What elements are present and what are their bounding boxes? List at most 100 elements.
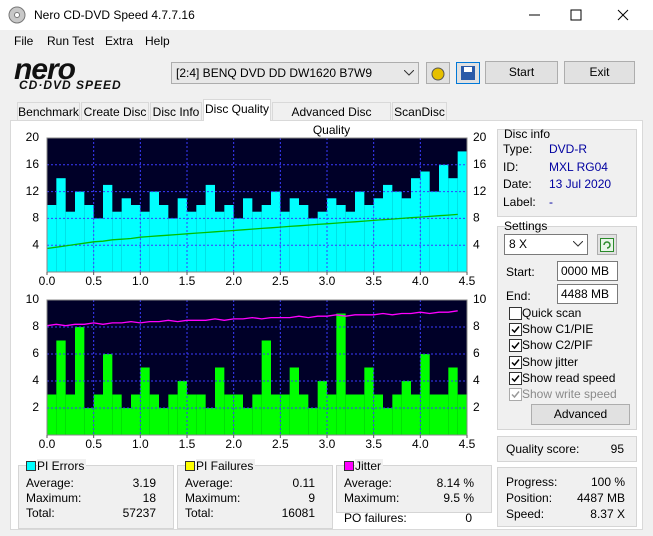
bar [65,211,75,272]
stats-swatch [344,461,354,471]
menu-item[interactable]: Help [145,34,170,48]
y2-tick-label: 4 [473,237,480,251]
info-label: Label: [503,194,536,209]
dropdown-arrow [573,241,583,247]
bar [93,394,103,435]
eject-icon [431,67,445,81]
x-tick-label: 0.0 [39,274,56,288]
x-tick-label: 3.0 [319,274,336,288]
bar [233,218,243,272]
bar [131,394,141,435]
checkbox[interactable]: Show jitter [509,355,629,369]
refresh-button[interactable] [597,234,617,255]
drive-select[interactable]: [2:4] BENQ DVD DD DW1620 B7W9 [171,62,419,84]
tab[interactable]: Create Disc [81,102,149,120]
stats-label: Maximum: [344,491,400,505]
bar [177,381,187,435]
checkbox[interactable]: Show C2/PIF [509,338,629,353]
bar [299,394,309,435]
bar [401,381,411,435]
save-icon [461,66,475,80]
stats-label: Average: [344,476,392,490]
bar [392,191,402,272]
bar [355,191,365,272]
info-value: - [549,194,553,209]
plot-frame [46,299,468,436]
y-tick-label: 8 [32,319,39,333]
speed-select[interactable]: 8 X [504,234,588,255]
end-input[interactable]: 4488 MB [557,284,618,304]
bar [84,408,94,435]
tab[interactable]: Benchmark [17,102,80,120]
bar [224,394,234,435]
checkbox[interactable]: Quick scan [509,306,629,320]
exit-button[interactable]: Exit [564,61,635,84]
y2-tick-label: 12 [473,184,487,198]
checkbox-box [509,355,522,369]
stats-label: Total: [26,506,55,520]
stats-value: 9.5 % [443,491,474,505]
bar [149,191,159,272]
bar [121,408,131,435]
bar [93,218,103,272]
logo-brand: nero [14,53,76,86]
bar [289,367,299,435]
bar [345,394,355,435]
bar [271,394,281,435]
menu-item[interactable]: File [14,34,34,48]
checkbox: Show write speed [509,387,629,401]
tab[interactable]: ScanDisc [392,102,447,120]
bar [355,394,365,435]
bar [364,205,374,272]
bar [336,313,346,435]
logo-product: CD·DVD SPEED [19,78,122,92]
eject-button[interactable] [426,62,450,84]
window-controls[interactable] [515,0,653,30]
x-tick-label: 4.0 [412,437,429,451]
check-mark [511,342,520,350]
bar [261,205,271,272]
stats-swatch [26,461,36,471]
advanced-button[interactable]: Advanced [531,404,630,425]
bar [103,184,113,272]
x-tick-label: 1.0 [132,274,149,288]
stats-label: Average: [185,476,233,490]
bar [280,211,290,272]
checkbox-box [509,307,522,320]
drive-label: [2:4] BENQ DVD DD DW1620 B7W9 [176,66,373,80]
check-mark [511,358,520,366]
y-tick-label: 12 [26,184,40,198]
tab[interactable]: Disc Info [150,102,202,120]
checkbox-label: Show read speed [522,370,616,385]
start-button[interactable]: Start [485,61,558,84]
checkbox[interactable]: Show C1/PIE [509,322,629,337]
stats-label: Total: [185,506,214,520]
menu-item[interactable]: Extra [105,34,134,48]
x-tick-label: 2.5 [272,274,289,288]
bar [233,394,243,435]
bar [196,394,206,435]
tab[interactable]: Advanced Disc Quality [272,102,391,137]
checkbox[interactable]: Show read speed [509,371,629,385]
bar [411,178,421,272]
tab[interactable]: Disc Quality [203,99,271,121]
bar [327,198,337,272]
info-value: DVD-R [549,142,587,156]
x-tick-label: 1.5 [179,437,196,451]
bar [308,408,318,435]
stats-label: Average: [26,476,74,490]
menu-item[interactable]: Run Test [47,34,95,48]
x-tick-label: 3.5 [365,437,382,451]
bar [103,354,113,435]
start-input[interactable]: 0000 MB [557,261,618,281]
quality-box [497,436,637,462]
line-series [46,310,458,327]
bar [112,394,122,435]
stats-value: 18 [142,491,156,505]
save-button[interactable] [456,62,480,84]
x-tick-label: 1.0 [132,437,149,451]
bar [196,205,206,272]
bar [215,367,225,435]
start-label: Start: [506,265,535,279]
bar [420,354,430,435]
